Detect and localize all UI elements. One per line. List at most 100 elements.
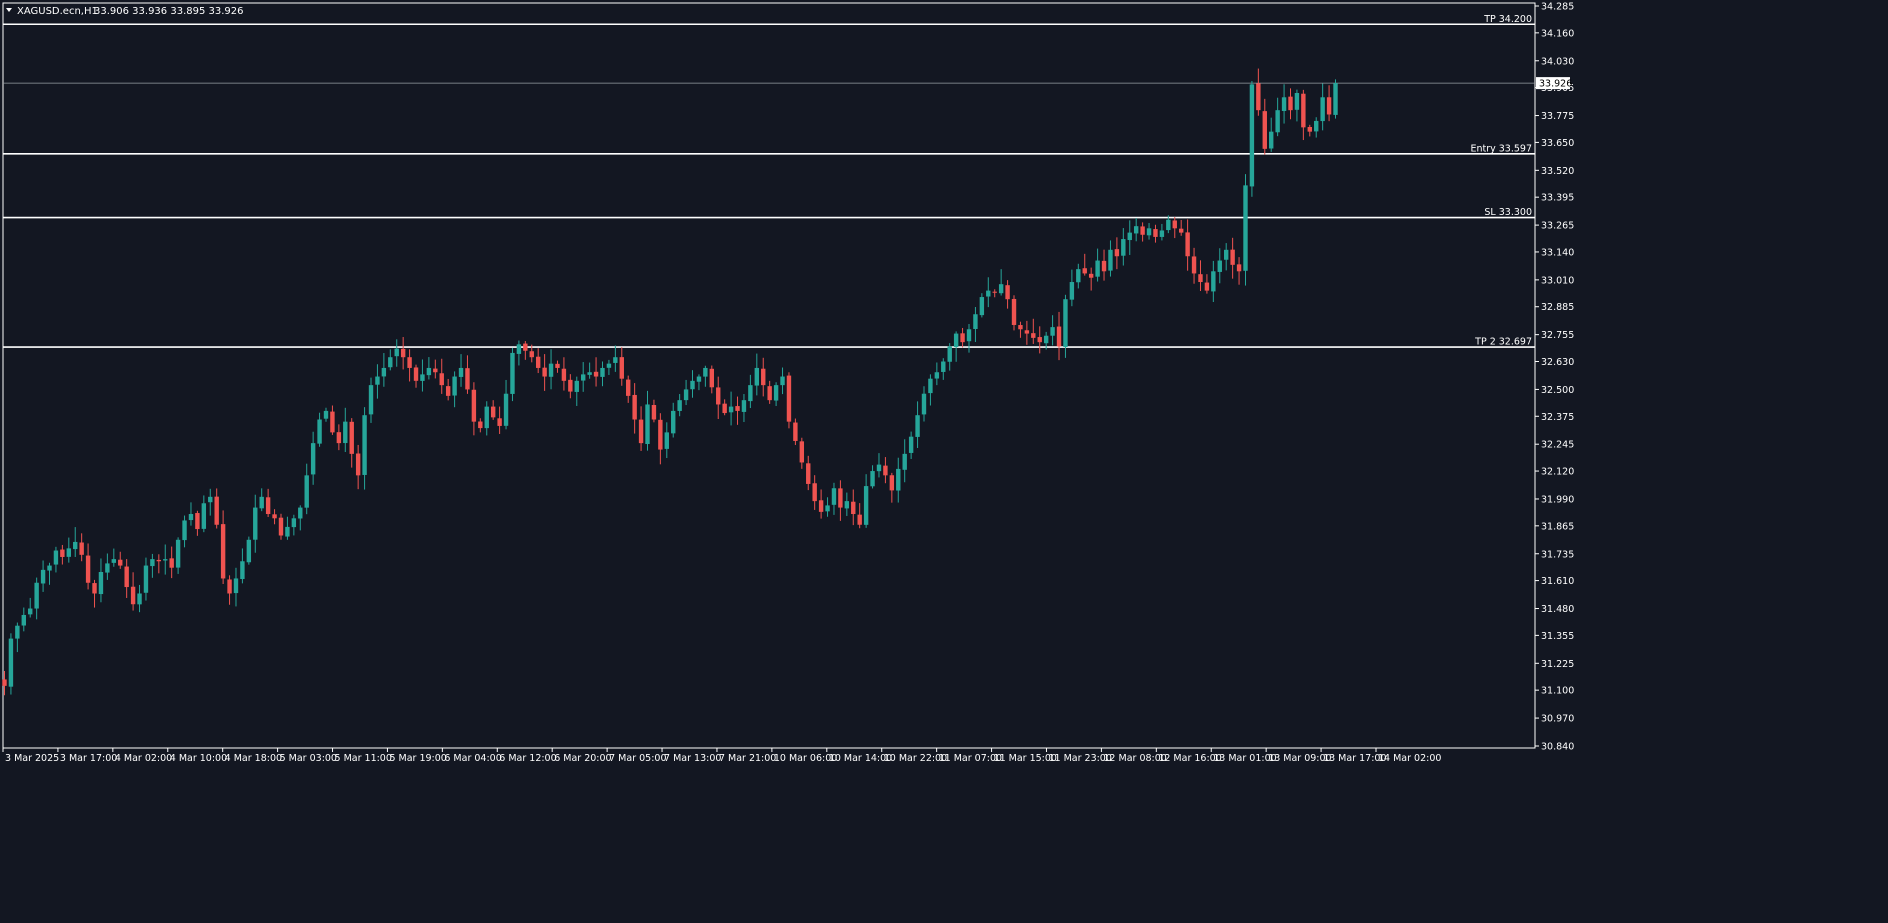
candle-body <box>336 432 342 444</box>
time-tick-label: 11 Mar 07:00 <box>939 753 1002 764</box>
candle-body <box>793 422 798 441</box>
candle-body <box>1236 264 1242 272</box>
candle-body <box>1153 229 1158 237</box>
level-label: SL 33.300 <box>1484 207 1532 218</box>
candle <box>851 489 856 526</box>
level-label: TP 2 32.697 <box>1474 337 1532 348</box>
ohlc-readout: 33.906 33.936 33.895 33.926 <box>94 6 244 17</box>
candle <box>1056 311 1062 361</box>
candle-body <box>735 406 740 411</box>
candle-body <box>169 558 174 568</box>
candle <box>1172 217 1177 239</box>
candle <box>902 439 907 483</box>
candle <box>1031 318 1036 344</box>
candle <box>304 463 309 515</box>
candle <box>471 382 477 436</box>
candle-body <box>902 453 907 470</box>
candle-body <box>21 614 26 626</box>
candle-body <box>465 368 470 390</box>
candle <box>182 515 187 548</box>
candle-body <box>53 550 59 565</box>
candle <box>574 376 579 406</box>
candle-body <box>47 565 52 571</box>
candle-body <box>156 559 162 562</box>
candle <box>921 386 927 422</box>
candle <box>220 510 226 585</box>
collapse-triangle-icon[interactable] <box>6 8 12 12</box>
candle-body <box>1185 232 1190 257</box>
candle-body <box>876 464 882 472</box>
candle <box>1256 68 1261 116</box>
candle <box>1243 174 1248 286</box>
candle <box>748 374 753 409</box>
candle <box>465 355 470 394</box>
time-tick-label: 14 Mar 02:00 <box>1378 753 1441 764</box>
candle <box>1063 294 1068 358</box>
candle <box>156 554 162 574</box>
candle-body <box>233 578 239 594</box>
candle <box>677 394 682 417</box>
candle <box>1011 295 1017 331</box>
candle-body <box>761 368 766 386</box>
candle <box>1153 224 1158 243</box>
candle <box>941 358 946 380</box>
candle-body <box>600 367 605 377</box>
time-tick-label: 5 Mar 11:00 <box>335 753 392 764</box>
candle <box>690 370 695 398</box>
candle <box>310 431 316 485</box>
candle-body <box>1121 239 1126 256</box>
candle-body <box>1063 299 1068 348</box>
price-tick-label: 31.865 <box>1541 521 1574 532</box>
candle <box>272 509 277 525</box>
candle <box>1050 315 1055 346</box>
candle-body <box>1269 131 1274 149</box>
candle-body <box>182 520 187 541</box>
time-axis[interactable]: 3 Mar 2025 3 Mar 17:004 Mar 02:004 Mar 10… <box>2 748 1441 764</box>
candle-body <box>683 389 689 401</box>
candle <box>433 359 438 379</box>
candle-body <box>195 513 200 530</box>
candle-body <box>825 505 830 512</box>
candle <box>709 365 714 394</box>
time-tick-label: 10 Mar 14:00 <box>829 753 892 764</box>
candle-body <box>728 406 734 413</box>
candle <box>1191 247 1197 284</box>
candle <box>150 553 155 578</box>
candle-body <box>998 284 1004 294</box>
candle-body <box>317 419 322 444</box>
price-axis[interactable]: 34.28534.16034.03033.90533.77533.65033.5… <box>1535 2 1574 753</box>
price-tick-label: 31.225 <box>1541 659 1574 670</box>
candle-body <box>1037 337 1042 343</box>
candle <box>1146 223 1152 240</box>
candle <box>761 357 766 397</box>
candle-body <box>265 497 271 515</box>
candle-body <box>568 379 573 392</box>
candle <box>1127 220 1132 255</box>
candle-body <box>516 344 522 354</box>
candle <box>259 488 264 512</box>
candle-body <box>310 443 316 475</box>
time-tick-label: 4 Mar 10:00 <box>170 753 227 764</box>
current-price-tag-label: 33.926 <box>1539 79 1572 90</box>
candle <box>741 394 747 423</box>
candle <box>1166 215 1171 234</box>
candle <box>1230 237 1235 279</box>
price-tick-label: 32.755 <box>1541 330 1574 341</box>
candle <box>587 362 592 379</box>
candle-body <box>664 432 669 449</box>
candle <box>1037 326 1042 354</box>
candle-body <box>478 421 483 429</box>
candle <box>1043 331 1049 350</box>
candle-body <box>291 518 297 528</box>
price-tick-label: 31.480 <box>1541 604 1574 615</box>
candle-body <box>555 363 560 368</box>
candle-body <box>407 357 412 368</box>
candle <box>979 293 985 318</box>
candle <box>1005 280 1010 309</box>
candle-body <box>73 541 78 550</box>
price-tick-label: 30.840 <box>1541 742 1574 753</box>
candle <box>658 413 663 465</box>
candle-body <box>323 410 329 419</box>
candle <box>593 357 599 387</box>
